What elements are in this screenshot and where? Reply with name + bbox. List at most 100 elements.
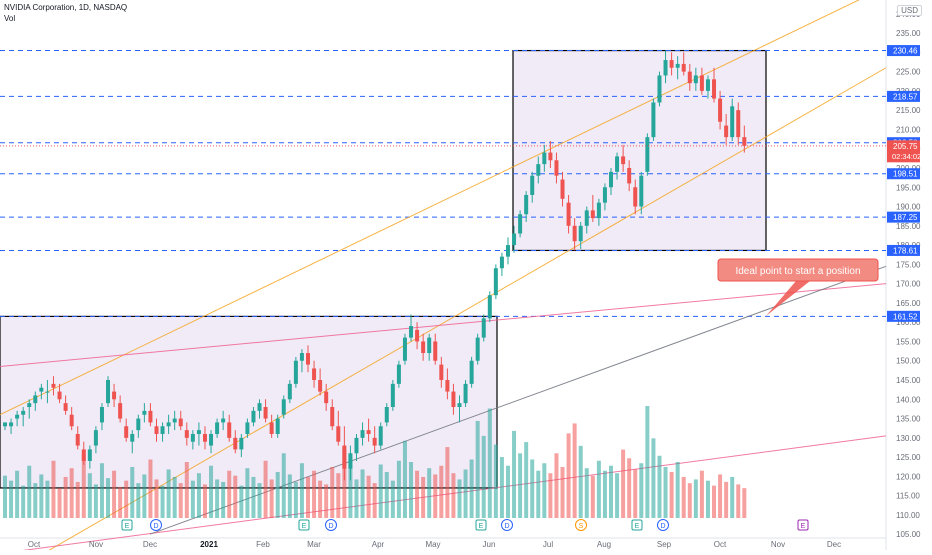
- candle-body: [518, 214, 523, 234]
- candle-body: [681, 63, 686, 72]
- price-level-tag: [887, 45, 920, 57]
- price-level-label: 198.51: [893, 170, 918, 179]
- volume-bar: [687, 483, 692, 518]
- candle-body: [299, 353, 304, 361]
- candle-body: [584, 210, 589, 226]
- volume-bar: [81, 454, 86, 518]
- candle-body: [505, 245, 510, 257]
- candle-body: [657, 75, 662, 103]
- volume-bar: [306, 476, 310, 518]
- volume-bar: [475, 420, 480, 518]
- volume-bar: [87, 473, 92, 518]
- trend-line-orange: [39, 67, 887, 555]
- x-tick-label: 2021: [200, 540, 218, 549]
- volume-bar: [299, 463, 304, 518]
- candle-body: [372, 437, 377, 446]
- callout-pointer: [766, 281, 810, 316]
- event-label: E: [125, 523, 130, 530]
- candle-body: [402, 337, 407, 361]
- volume-bar: [57, 488, 62, 518]
- chart-title: NVIDIA Corporation, 1D, NASDAQ: [4, 3, 128, 12]
- volume-bar: [148, 459, 153, 518]
- candle-body: [63, 403, 68, 411]
- volume-bar: [233, 475, 238, 518]
- candle-body: [342, 445, 347, 469]
- candle-body: [263, 407, 268, 419]
- y-tick-label: 140.00: [896, 395, 921, 404]
- volume-bar: [45, 480, 50, 518]
- volume-bar: [318, 480, 323, 518]
- volume-bar: [390, 480, 395, 518]
- volume-bar: [342, 449, 347, 518]
- candle-body: [360, 430, 365, 438]
- candle-body: [148, 410, 153, 423]
- candle-body: [39, 387, 44, 392]
- volume-bar: [657, 455, 662, 518]
- volume-bar: [106, 478, 111, 518]
- volume-bar: [221, 481, 226, 518]
- price-level-label: 161.52: [893, 312, 918, 321]
- y-tick-label: 235.00: [896, 29, 921, 38]
- y-tick-label: 135.00: [896, 415, 921, 424]
- volume-bar: [681, 476, 686, 518]
- candle-body: [3, 422, 7, 427]
- x-tick-label: Nov: [89, 540, 103, 549]
- volume-bar: [402, 440, 407, 518]
- price-level-label: 178.61: [893, 246, 918, 255]
- volume-bar: [427, 468, 432, 518]
- candle-body: [15, 414, 20, 419]
- last-price-tag: [887, 140, 920, 163]
- price-level-tag: [887, 90, 920, 102]
- candle-body: [384, 407, 389, 423]
- candle-body: [239, 437, 244, 450]
- volume-bar: [669, 471, 674, 518]
- candle-body: [154, 426, 159, 434]
- candle-body: [445, 380, 450, 392]
- y-tick-label: 190.00: [896, 203, 921, 212]
- x-tick-label: Apr: [372, 540, 385, 549]
- candle-body: [69, 414, 74, 427]
- last-price-label: 205.75: [893, 142, 918, 151]
- volume-bar: [166, 469, 171, 518]
- candle-body: [196, 430, 201, 434]
- y-tick-label: 125.00: [896, 453, 921, 462]
- volume-bar: [130, 466, 135, 518]
- event-label: D: [660, 523, 665, 530]
- volume-bar: [330, 466, 335, 518]
- candle-body: [51, 383, 56, 388]
- y-tick-label: 150.00: [896, 357, 921, 366]
- x-tick-label: Jun: [483, 540, 496, 549]
- volume-bar: [312, 470, 317, 518]
- candle-body: [75, 433, 80, 446]
- volume-bar: [487, 408, 492, 518]
- volume-bar: [615, 473, 620, 518]
- candle-body: [615, 156, 620, 172]
- event-label: E: [801, 523, 806, 530]
- volume-bar: [136, 483, 141, 518]
- volume-bar: [9, 480, 14, 518]
- volume-bar: [184, 462, 189, 518]
- volume-bar: [93, 484, 98, 518]
- volume-bar: [548, 473, 553, 518]
- y-tick-label: 215.00: [896, 106, 921, 115]
- x-tick-label: Oct: [714, 540, 727, 549]
- candle-body: [512, 233, 517, 246]
- currency-badge[interactable]: USD: [897, 5, 922, 16]
- candle-body: [687, 71, 692, 84]
- volume-bar: [160, 485, 165, 518]
- candle-body: [602, 187, 607, 203]
- candle-body: [524, 194, 529, 215]
- volume-bar: [69, 468, 74, 518]
- candle-body: [633, 187, 638, 207]
- volume-bar: [384, 471, 389, 518]
- dividend-event-marker: [657, 519, 669, 531]
- earnings-event-marker: [475, 519, 487, 531]
- x-tick-label: Aug: [597, 540, 611, 549]
- candle-body: [251, 410, 256, 423]
- candle-body: [421, 341, 426, 354]
- volume-bar: [693, 479, 698, 518]
- candle-body: [184, 430, 189, 438]
- dividend-event-marker: [150, 519, 162, 531]
- volume-bar: [336, 473, 341, 518]
